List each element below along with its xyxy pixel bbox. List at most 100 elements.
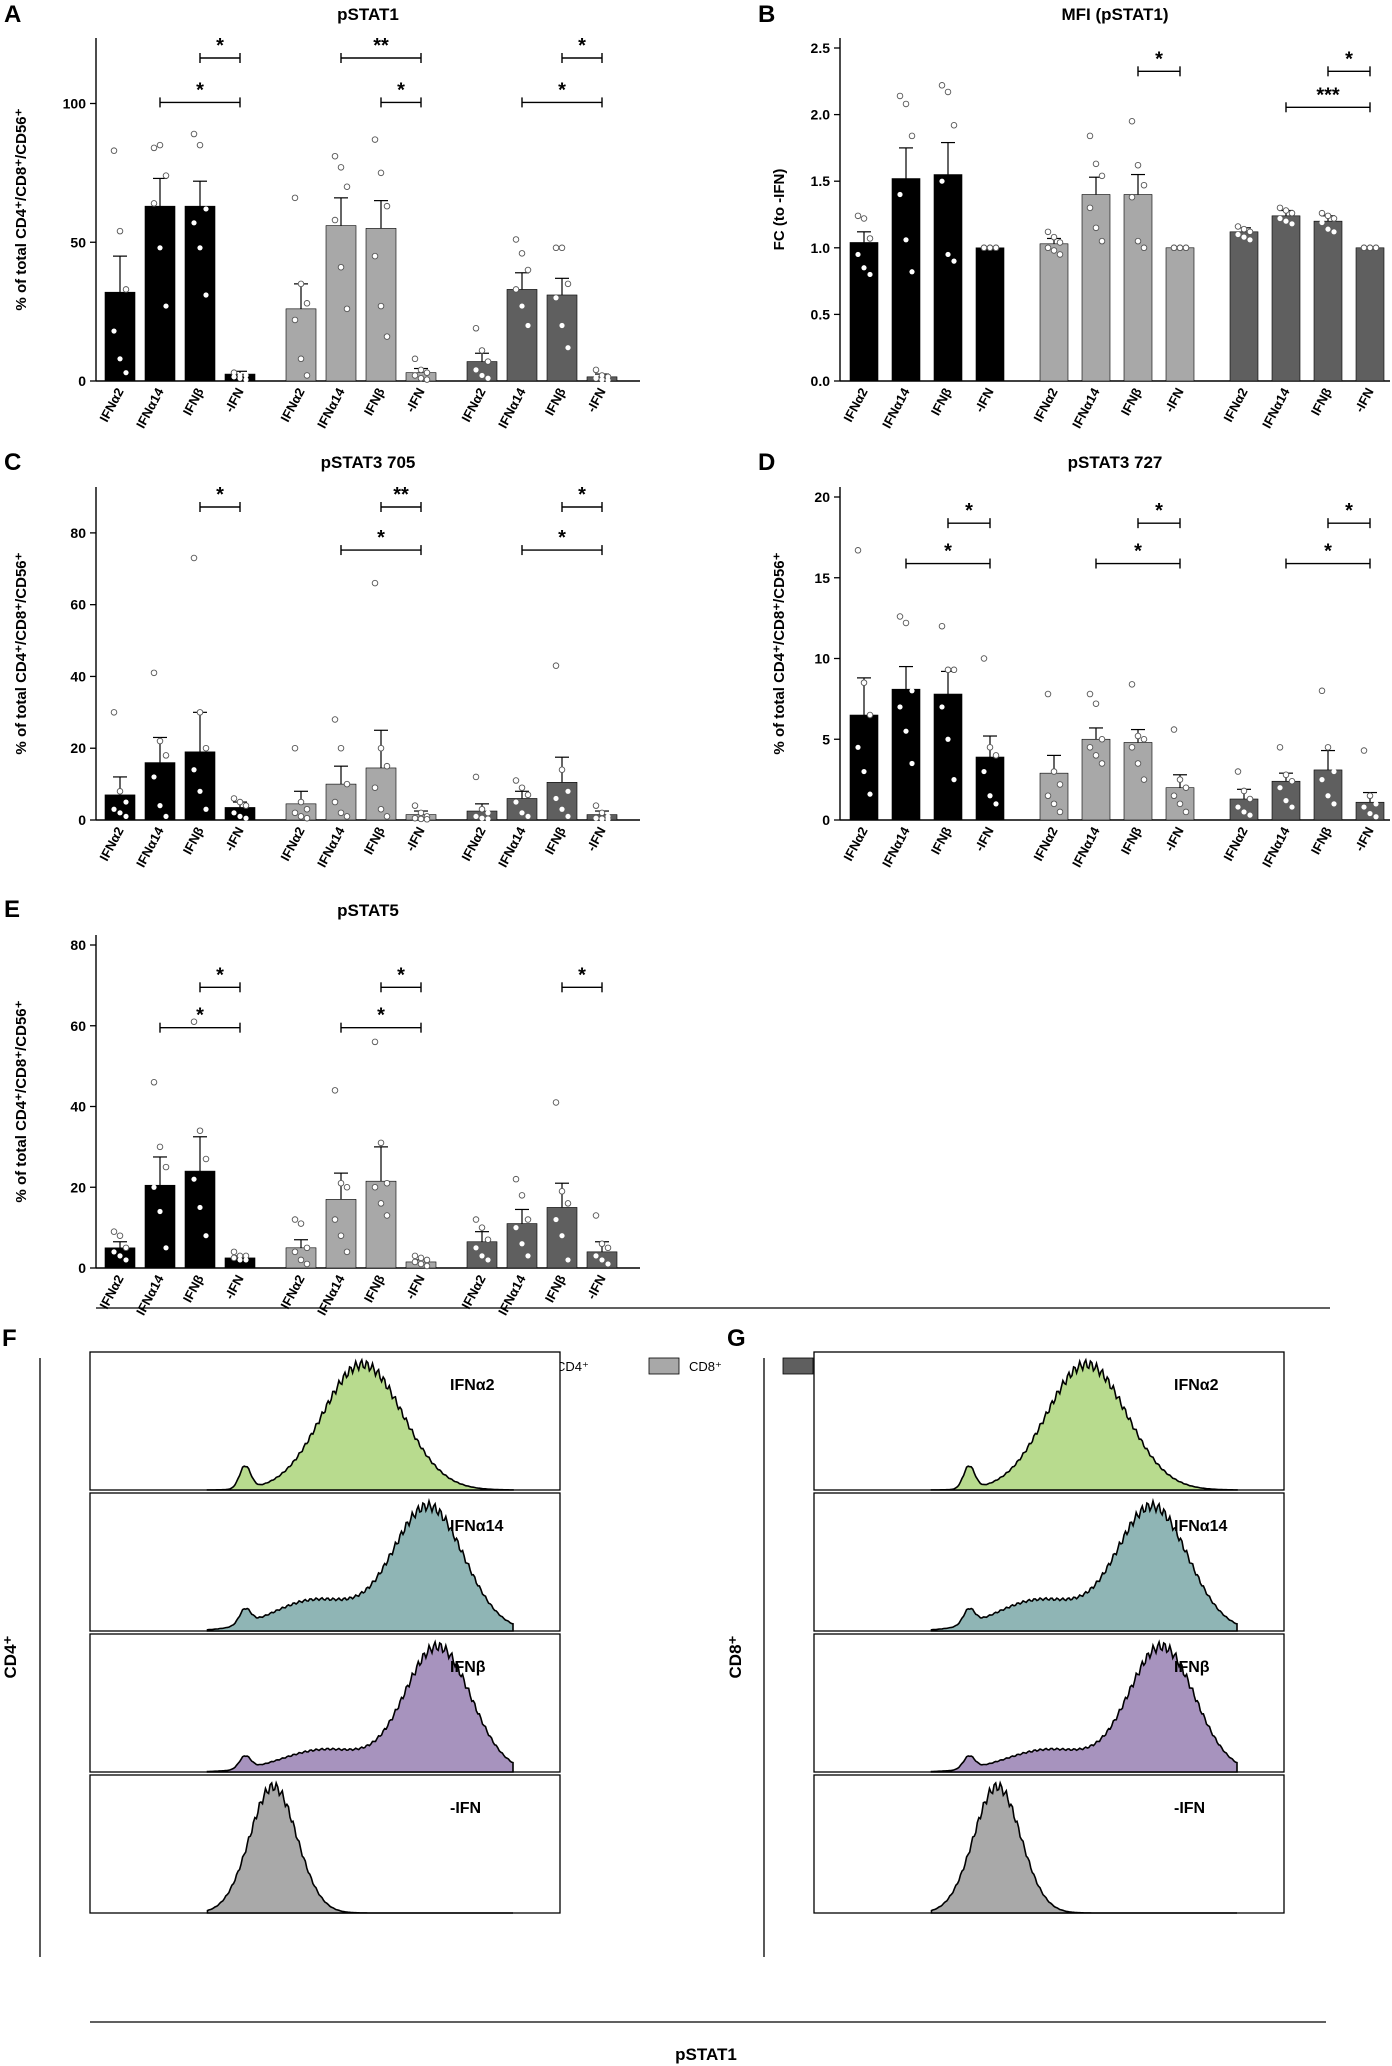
legend-swatch (782, 1357, 814, 1375)
panel-label-f: F (2, 1325, 17, 1352)
bar (975, 756, 1005, 821)
data-point (237, 813, 243, 820)
data-point (524, 266, 532, 274)
data-point (1050, 247, 1058, 254)
data-point (605, 1261, 611, 1267)
data-point (123, 1257, 129, 1263)
data-point (236, 798, 244, 806)
data-point (558, 766, 566, 774)
data-point (377, 169, 385, 177)
bar (546, 782, 578, 821)
data-point (1098, 172, 1106, 180)
y-tick-label: 2.5 (811, 40, 831, 56)
data-point (291, 316, 299, 324)
data-point (242, 802, 250, 809)
data-point (558, 1188, 566, 1195)
data-point (860, 215, 868, 222)
histogram-column-cd8: IFNα2 IFNα14 IFNβ -IFN (763, 1351, 1285, 1957)
data-point (861, 768, 867, 775)
data-point (565, 1257, 571, 1263)
data-point (163, 1245, 169, 1251)
significance-bracket: * (561, 964, 603, 993)
data-point (479, 372, 485, 379)
data-point (951, 777, 957, 783)
data-point (992, 244, 1000, 252)
x-tick-label: IFNα14 (495, 1272, 529, 1318)
data-point (411, 355, 419, 363)
data-point (196, 709, 204, 716)
data-point (371, 252, 379, 260)
significance-bracket: * (159, 1005, 241, 1033)
data-point (117, 356, 123, 362)
data-point (243, 815, 249, 821)
x-tick-label: -IFN (222, 385, 247, 414)
series-2: IFNα2 IFNα14 IFNβ -IFN (1220, 204, 1385, 431)
data-point (111, 806, 117, 812)
data-point (1330, 215, 1338, 222)
x-tick-label: IFNα14 (879, 824, 913, 870)
x-tick-label: IFNα2 (277, 385, 307, 424)
chart-title: pSTAT3 727 (1068, 453, 1163, 472)
histogram-curve (206, 1780, 513, 1914)
significance-label: * (216, 964, 224, 986)
data-point (343, 780, 351, 788)
data-point (1283, 798, 1289, 804)
data-point (1372, 244, 1380, 252)
data-point (190, 1018, 198, 1025)
significance-label: *** (1316, 84, 1340, 106)
data-point (1182, 808, 1190, 816)
bar (144, 762, 176, 821)
data-point (331, 216, 339, 224)
data-point (297, 813, 305, 820)
significance-label: * (578, 484, 586, 506)
data-point (599, 377, 605, 383)
data-point (592, 366, 600, 374)
data-point (896, 613, 904, 620)
data-point (1176, 776, 1184, 783)
data-point (902, 619, 910, 627)
y-tick-label: 0 (78, 373, 86, 389)
bar (891, 688, 921, 821)
bar (365, 1180, 397, 1269)
x-tick-label: -IFN (584, 385, 609, 414)
bar (1123, 742, 1153, 821)
series-1: IFNα2 IFNα14 IFNβ -IFN (277, 136, 437, 431)
data-point (156, 141, 164, 149)
data-point (377, 1200, 385, 1207)
x-tick-label: IFNα2 (96, 1272, 126, 1311)
data-point (1277, 785, 1283, 791)
y-axis-label: FC (to -IFN) (771, 169, 788, 251)
data-point (411, 372, 419, 379)
data-point (116, 788, 124, 795)
chart-a: pSTAT1 % of total CD4⁺/CD8⁺/CD56⁺ 0 50 100 IF… (13, 5, 640, 431)
data-point (1182, 244, 1190, 252)
histogram-curve (930, 1357, 1238, 1491)
data-point (162, 1163, 170, 1171)
data-point (411, 1258, 419, 1266)
y-axis-label: % of total CD4⁺/CD8⁺/CD56⁺ (771, 552, 788, 754)
significance-label: * (558, 79, 566, 101)
data-point (383, 1212, 391, 1219)
data-point (343, 1248, 351, 1256)
x-tick-label: IFNα2 (1030, 824, 1060, 863)
data-point (552, 244, 560, 252)
significance-label: * (1155, 500, 1163, 522)
data-point (1241, 809, 1247, 815)
data-point (1325, 226, 1331, 232)
data-point (111, 328, 117, 334)
data-point (383, 762, 391, 770)
bar (933, 174, 963, 382)
y-tick-label: 20 (814, 489, 830, 505)
data-point (150, 144, 158, 152)
data-point (230, 1248, 238, 1256)
data-point (599, 1257, 605, 1263)
data-point (472, 325, 480, 332)
histogram-curve (930, 1497, 1238, 1632)
data-point (553, 1216, 559, 1223)
data-point (1247, 812, 1253, 818)
significance-bracket: * (561, 35, 603, 63)
data-point (519, 1241, 525, 1247)
data-point (110, 1228, 118, 1235)
y-tick-label: 20 (70, 1179, 86, 1195)
data-point (1140, 776, 1148, 783)
